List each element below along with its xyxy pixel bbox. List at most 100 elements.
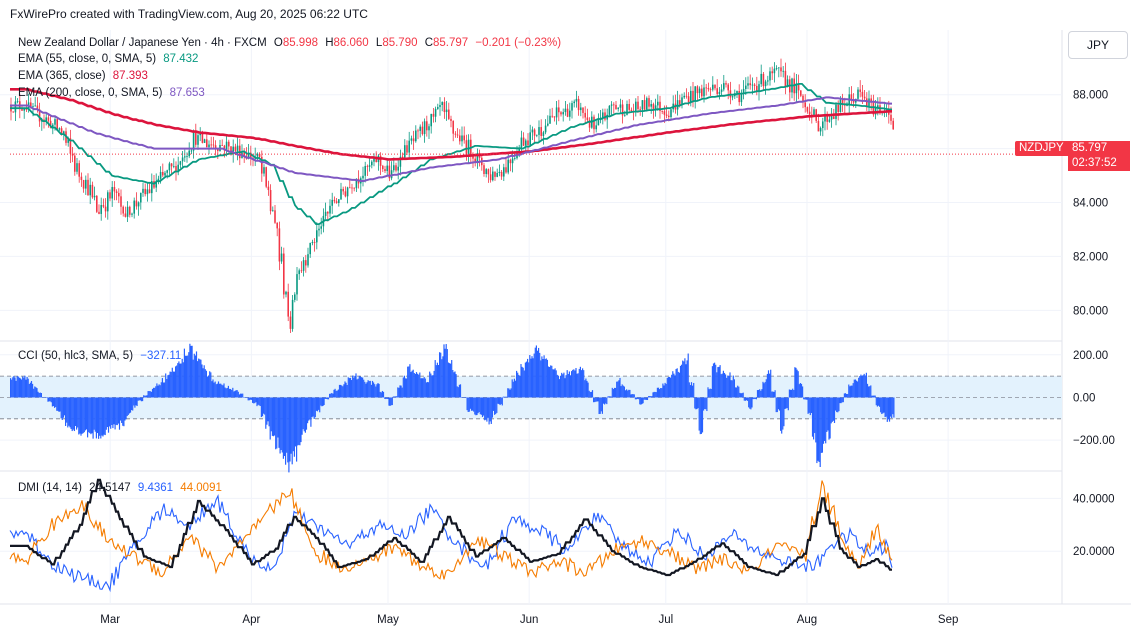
candle-body [406, 145, 408, 153]
cci-bar [705, 397, 707, 410]
price-pane[interactable] [10, 58, 1062, 333]
cci-bar [294, 397, 297, 447]
candle-body [520, 137, 523, 148]
cci-bar [297, 397, 299, 446]
cci-bar [352, 375, 354, 398]
cci-bar [331, 392, 333, 398]
candle-body [102, 205, 105, 207]
dmi-pane[interactable] [9, 478, 893, 593]
cci-bar [24, 375, 26, 398]
cci-bar [818, 397, 820, 462]
candle-body [186, 156, 188, 158]
candle-body [459, 135, 461, 142]
adx-value: 24.5147 [89, 482, 131, 494]
candle-body [236, 145, 239, 151]
ema200-label: EMA (200, close, 0, SMA, 5) [18, 87, 163, 99]
cci-bar [16, 376, 18, 398]
cci-bar [399, 385, 401, 398]
cci-bar [822, 397, 825, 444]
cci-bar [121, 397, 123, 423]
candle-body [404, 145, 406, 158]
candle-body [316, 230, 318, 243]
candle-body [727, 84, 729, 91]
candle-body [773, 68, 776, 74]
cci-bar [596, 397, 598, 402]
cci-bar [226, 387, 228, 398]
candle-body [500, 171, 503, 177]
candle-body [736, 91, 738, 94]
candle-body [54, 119, 56, 125]
cci-bar [453, 372, 455, 398]
cci-bar [436, 362, 438, 398]
cci-bar [752, 397, 754, 400]
cci-bar [784, 397, 786, 410]
cci-bar [221, 384, 223, 398]
currency-button[interactable]: JPY [1068, 31, 1128, 59]
cci-bar [430, 373, 432, 398]
cci-bar [621, 384, 623, 398]
cci-bar [311, 397, 313, 418]
cci-bar [807, 397, 809, 414]
cci-bar [432, 375, 434, 398]
cci-bar [160, 382, 162, 398]
cci-bar [692, 385, 694, 398]
cci-tick-label: 200.00 [1073, 350, 1108, 362]
candle-body [839, 99, 842, 112]
cci-bar [881, 397, 883, 415]
candle-body [558, 107, 560, 113]
cci-bar [474, 397, 476, 415]
cci-bar [547, 366, 550, 398]
cci-bar [49, 397, 51, 402]
cci-bar [249, 397, 251, 400]
cci-bar [456, 386, 458, 398]
candle-body [318, 228, 320, 231]
candle-body [432, 113, 435, 117]
cci-bar [721, 373, 723, 398]
high-label: H [325, 37, 334, 49]
cci-bar [117, 397, 119, 424]
candle-body [67, 138, 69, 143]
cci-bar [266, 397, 268, 425]
cci-bar [36, 388, 38, 398]
cci-bar [146, 395, 148, 398]
cci-bar [787, 397, 789, 411]
cci-bar [25, 379, 27, 398]
cci-bar [551, 365, 553, 398]
cci-pane[interactable] [0, 343, 1062, 473]
candle-body [564, 108, 567, 113]
cci-bar [844, 393, 847, 398]
cci-bar [422, 378, 424, 398]
cci-bar [335, 390, 337, 398]
cci-bar [105, 397, 107, 430]
candle-body [533, 129, 536, 136]
candle-body [738, 91, 740, 103]
candle-body [859, 89, 861, 92]
cci-bar [821, 397, 823, 453]
cci-bar [793, 390, 795, 398]
candle-body [681, 97, 683, 105]
cci-bar [563, 372, 565, 398]
cci-bar [59, 397, 61, 412]
cci-bar [622, 385, 624, 398]
cci-bar [111, 397, 113, 426]
cci-bar [882, 397, 884, 414]
candle-body [740, 94, 743, 103]
cci-bar [182, 362, 184, 398]
cci-bar [205, 370, 207, 398]
candle-body [573, 101, 575, 104]
candle-body [613, 104, 615, 106]
cci-bar [627, 390, 629, 398]
cci-bar [690, 382, 693, 398]
cci-bar [827, 397, 829, 431]
cci-bar [695, 397, 697, 410]
candle-body [426, 121, 428, 131]
cci-bar [620, 386, 622, 398]
candle-body [833, 116, 835, 119]
candle-body [450, 118, 452, 121]
candle-body [199, 132, 201, 136]
candle-body [96, 195, 98, 212]
cci-bar [861, 375, 863, 398]
cci-bar [510, 388, 512, 398]
cci-bar [409, 364, 411, 398]
cci-bar [157, 385, 159, 398]
